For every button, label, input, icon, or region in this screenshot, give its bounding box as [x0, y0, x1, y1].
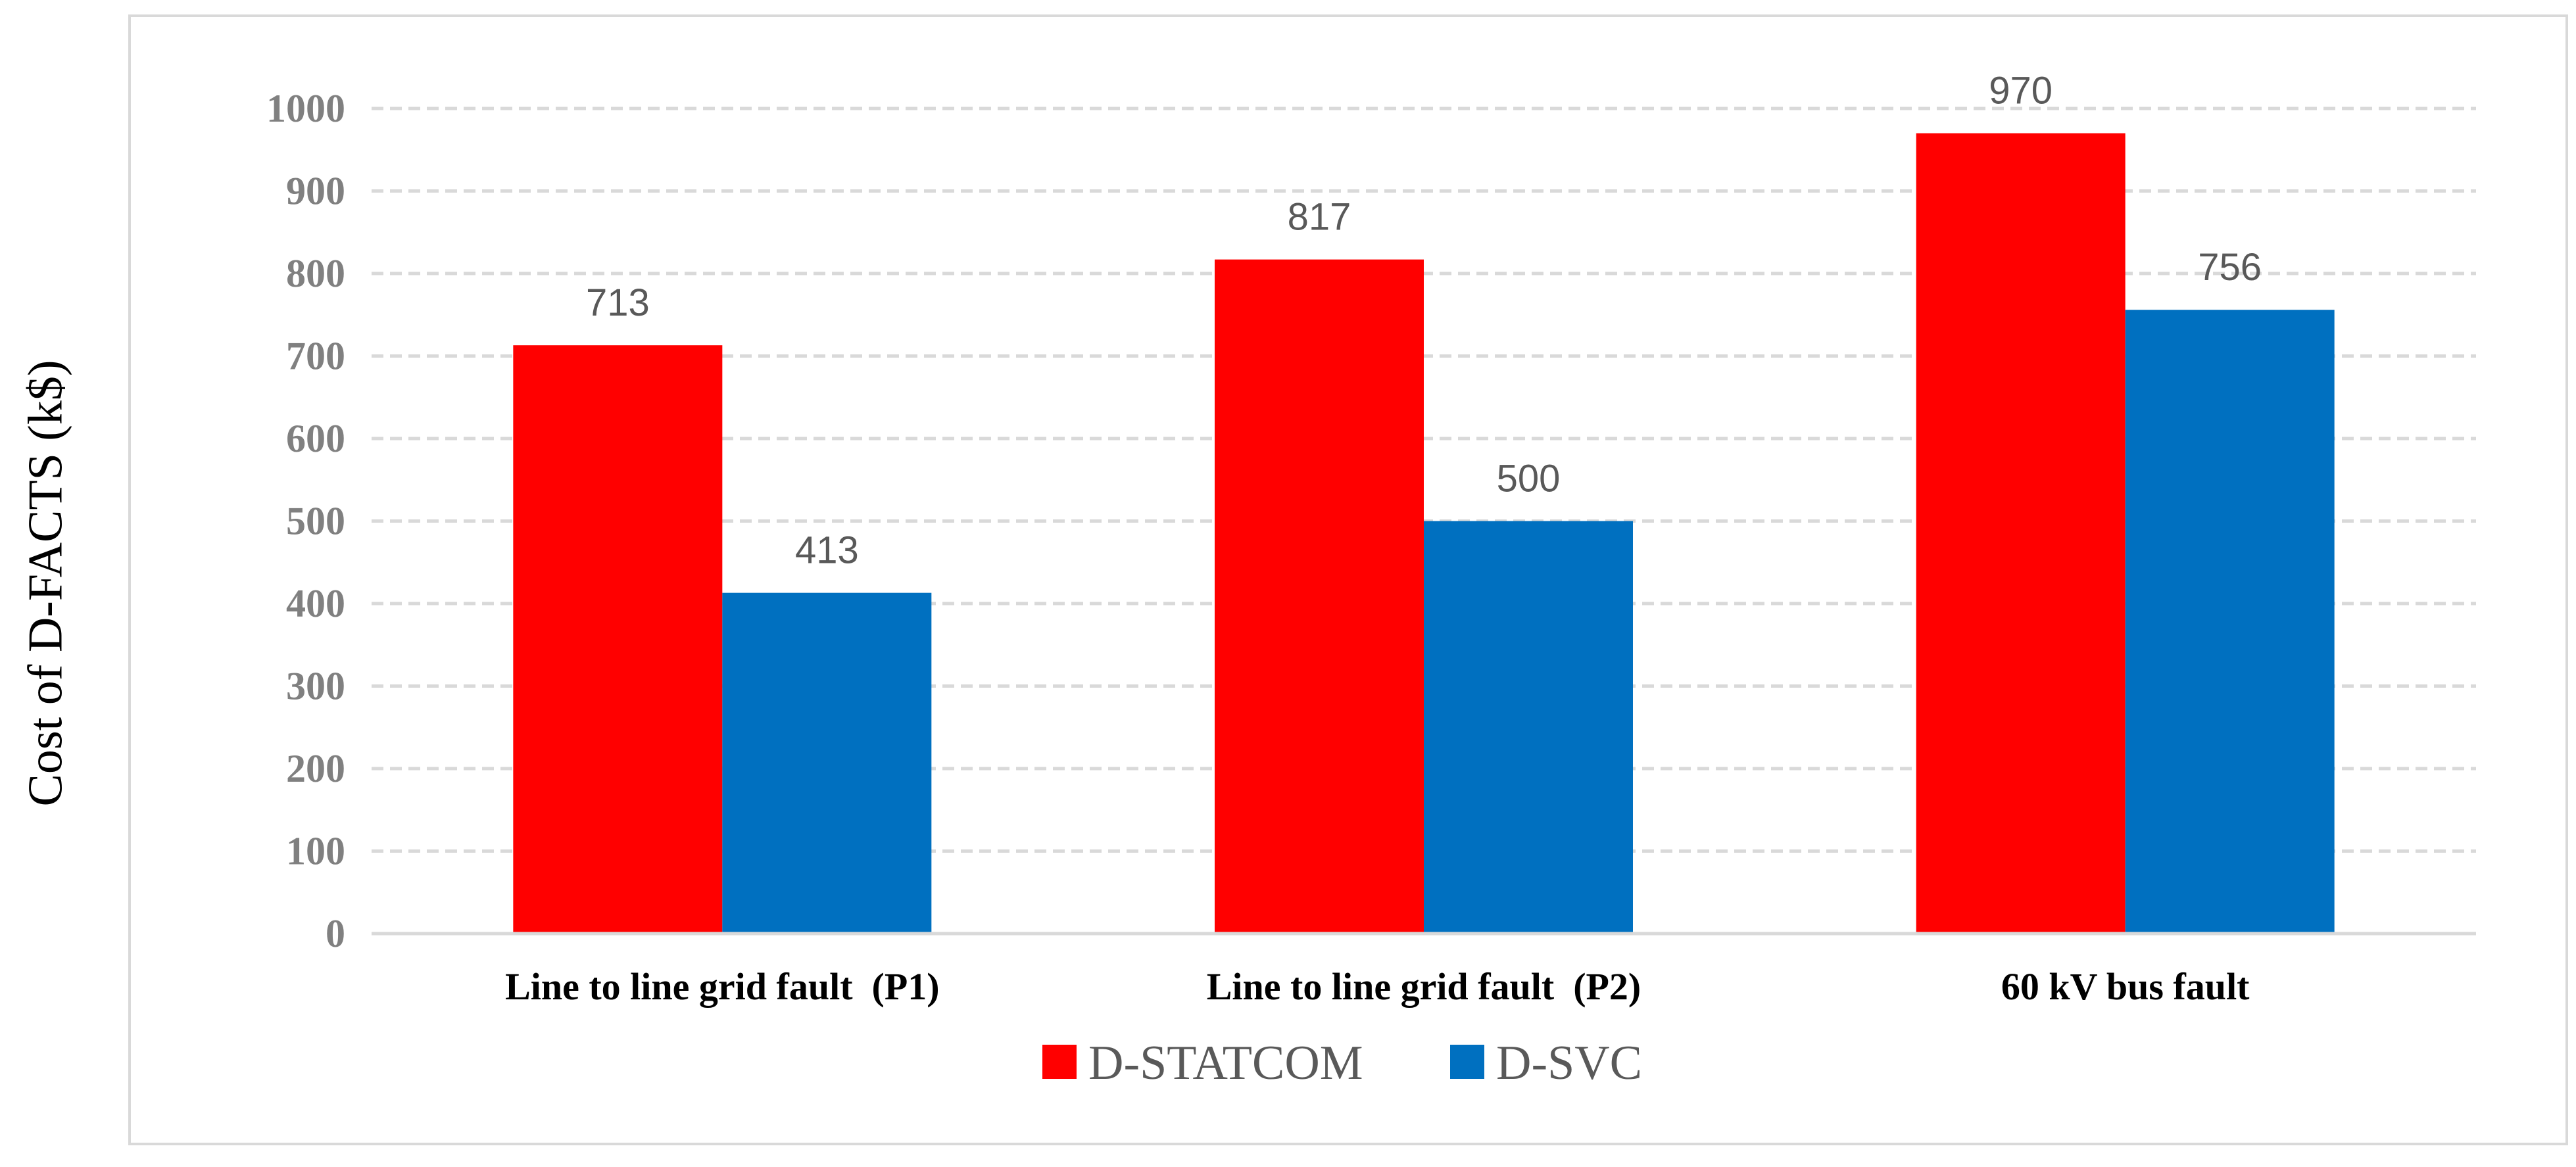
bar-d-svc: [1424, 521, 1633, 934]
chart-frame: [128, 14, 2568, 1145]
bar-d-statcom: [1916, 133, 2126, 934]
y-tick-label: 200: [286, 747, 345, 790]
legend: D-STATCOM D-SVC: [1042, 1036, 1642, 1090]
y-tick-label: 1000: [266, 87, 345, 130]
data-label: 413: [795, 529, 859, 572]
y-tick-label: 0: [326, 912, 345, 955]
data-label: 756: [2198, 246, 2262, 289]
y-axis-ticks: 0 100 200 300 400 500 600 700 800 900 1000: [266, 87, 345, 955]
bar-d-svc: [722, 592, 932, 934]
y-tick-label: 300: [286, 665, 345, 708]
y-tick-label: 600: [286, 417, 345, 460]
y-tick-label: 100: [286, 830, 345, 873]
bars: [513, 133, 2335, 934]
x-axis-categories: Line to line grid fault (P1) Line to line…: [505, 965, 2250, 1008]
y-tick-label: 800: [286, 252, 345, 295]
y-tick-label: 900: [286, 170, 345, 213]
x-category-label: 60 kV bus fault: [2001, 965, 2250, 1008]
y-tick-label: 400: [286, 582, 345, 625]
legend-swatch: [1450, 1045, 1484, 1079]
data-label: 500: [1497, 458, 1561, 500]
bar-d-statcom: [1215, 259, 1424, 934]
data-label: 713: [586, 281, 650, 324]
bar-d-statcom: [513, 345, 723, 934]
data-label: 817: [1288, 196, 1351, 239]
legend-label: D-SVC: [1496, 1036, 1642, 1090]
data-labels: 713 413 817 500 970 756: [586, 70, 2262, 572]
bar-d-svc: [2125, 310, 2335, 934]
x-category-label: Line to line grid fault (P1): [505, 965, 940, 1008]
legend-swatch: [1042, 1045, 1077, 1079]
y-tick-label: 500: [286, 500, 345, 543]
data-label: 970: [1989, 70, 2053, 112]
x-category-label: Line to line grid fault (P2): [1207, 965, 1641, 1008]
legend-label: D-STATCOM: [1088, 1036, 1363, 1090]
y-tick-label: 700: [286, 335, 345, 378]
